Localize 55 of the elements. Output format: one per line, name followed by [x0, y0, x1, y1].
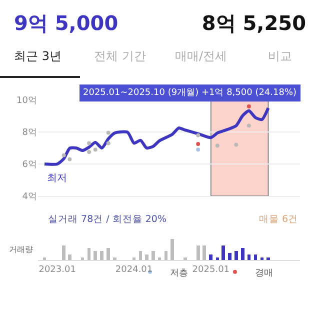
x-tick-label: 2023.01	[38, 264, 76, 275]
text: 실거래 78건 / 회전율 20%	[48, 214, 166, 225]
bar	[100, 251, 104, 260]
y-tick-label: 4억	[22, 192, 37, 202]
bar	[247, 254, 251, 260]
bar	[151, 251, 155, 260]
text: 비교	[268, 48, 292, 65]
bar	[222, 246, 225, 260]
legend-label: 경매	[255, 268, 273, 278]
bar	[184, 257, 187, 260]
point	[196, 148, 200, 152]
point	[234, 142, 238, 147]
point	[106, 141, 110, 146]
bar	[68, 254, 72, 260]
bar	[196, 246, 200, 260]
bar	[228, 252, 232, 260]
text: 매물 6건	[259, 214, 298, 225]
y-tick-label: 6억	[22, 160, 37, 170]
text: 최근 3년	[14, 48, 62, 65]
y-axis-title: 거래량	[9, 245, 33, 254]
bar	[94, 251, 98, 260]
point	[87, 150, 92, 154]
bar	[106, 248, 110, 260]
bar	[266, 257, 270, 260]
text: 9억 5,000	[14, 10, 118, 37]
x-tick-label: 2024.01	[115, 264, 153, 275]
text: 8억 5,250	[202, 10, 306, 37]
y-tick-label: 10억	[16, 96, 37, 106]
bar	[254, 254, 258, 260]
legend-label: 저층	[170, 268, 188, 278]
line-series	[43, 106, 270, 166]
annotation: 최저	[47, 173, 67, 184]
text: 2025.01~2025.10 (9개월) +1억 8,500 (24.18%)	[83, 88, 297, 98]
point	[196, 142, 200, 146]
bar	[113, 257, 116, 260]
point	[87, 141, 92, 146]
text: 매매/전세	[175, 48, 228, 65]
point	[68, 157, 72, 162]
bar	[62, 246, 66, 260]
point	[93, 148, 98, 152]
bar	[144, 254, 148, 260]
y-tick-label: 8억	[22, 128, 37, 138]
point	[246, 124, 251, 128]
point	[62, 153, 66, 158]
x-tick-label: 2025.01	[192, 264, 230, 275]
point	[215, 144, 220, 148]
bar	[170, 239, 174, 260]
bar	[240, 248, 244, 260]
point	[246, 104, 251, 108]
point	[106, 130, 110, 135]
point	[196, 133, 200, 138]
bar	[202, 246, 206, 260]
bar	[209, 254, 213, 260]
bar	[234, 251, 238, 260]
text: 전체 기간	[94, 48, 146, 65]
